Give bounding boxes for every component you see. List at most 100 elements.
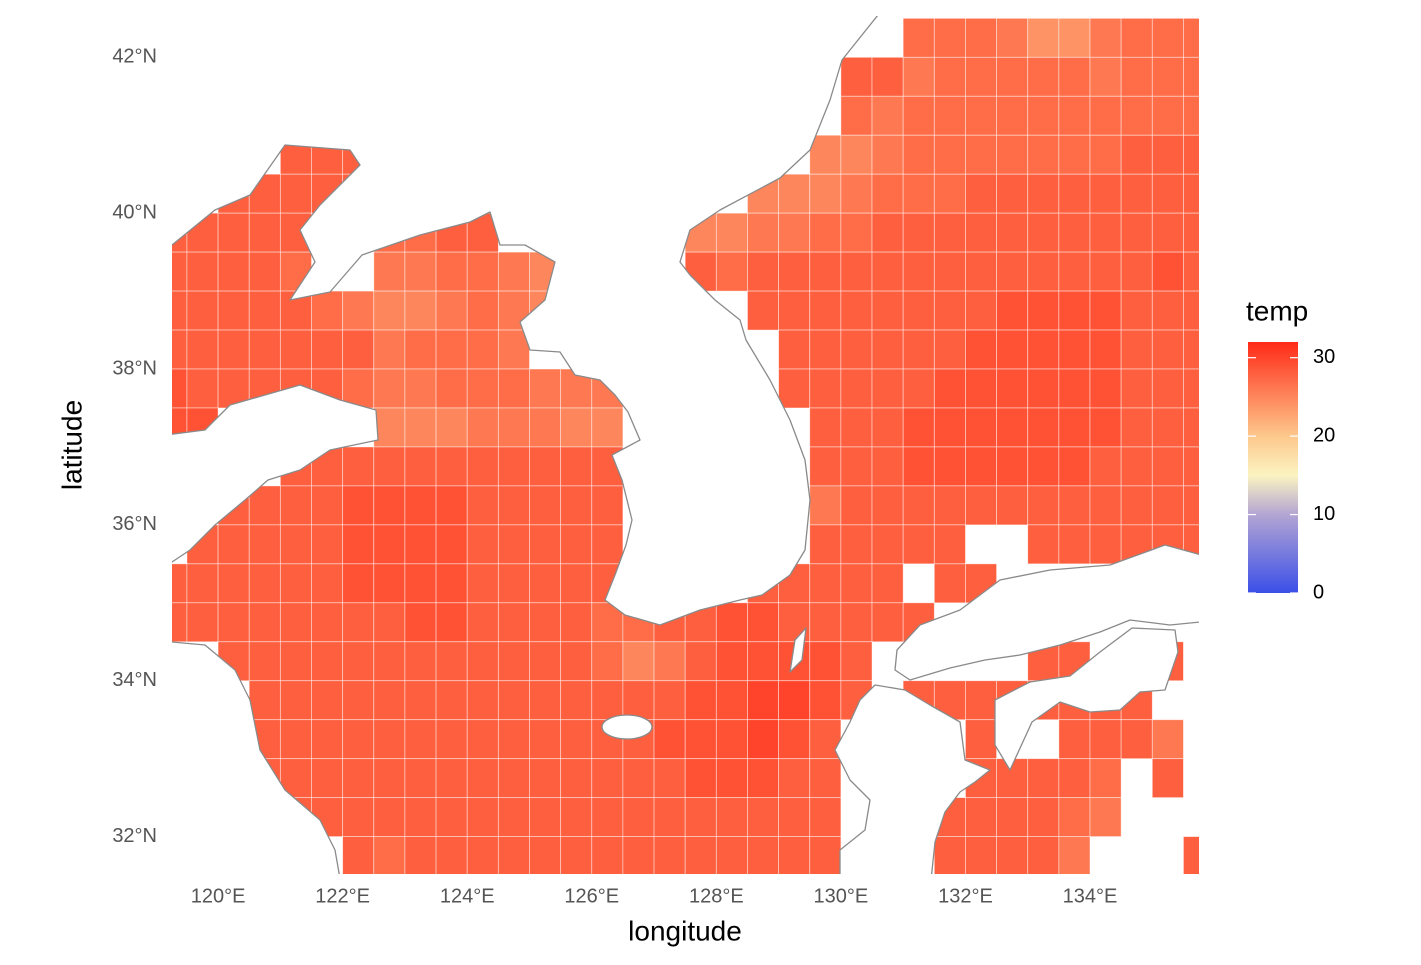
tile — [933, 563, 966, 604]
tile — [497, 602, 530, 643]
tile — [809, 797, 842, 837]
tile — [1058, 446, 1091, 487]
tile — [404, 446, 437, 487]
tile — [529, 719, 562, 760]
tile — [1089, 329, 1122, 370]
tile — [529, 485, 562, 526]
tile — [933, 485, 966, 526]
tile — [497, 446, 530, 487]
tile — [1183, 329, 1199, 370]
tile — [248, 251, 281, 292]
tile — [747, 797, 780, 837]
axes: longitude latitude temp 120°E 122°E 124°E 1… — [56, 46, 1335, 947]
tile — [373, 758, 406, 799]
tile — [279, 329, 312, 370]
tile — [933, 56, 966, 97]
tile — [1089, 95, 1122, 136]
tile — [435, 602, 468, 643]
tile — [373, 797, 406, 837]
tile — [871, 446, 904, 487]
tile — [840, 446, 873, 487]
tile — [466, 797, 499, 837]
tile — [1089, 797, 1122, 837]
tile — [404, 407, 437, 448]
tile — [560, 758, 593, 799]
tile — [1151, 719, 1184, 760]
tile — [622, 797, 655, 837]
tile — [996, 17, 1029, 58]
tile — [1089, 212, 1122, 253]
tile — [809, 836, 842, 874]
tile — [871, 524, 904, 565]
tile — [466, 563, 499, 604]
tile — [809, 563, 842, 604]
tile — [217, 329, 250, 370]
tile — [933, 212, 966, 253]
tile — [591, 485, 624, 526]
tile — [1151, 407, 1184, 448]
tile — [933, 251, 966, 292]
tile — [996, 797, 1029, 837]
tile — [1089, 56, 1122, 97]
tile — [560, 836, 593, 874]
tile — [747, 719, 780, 760]
tile — [996, 407, 1029, 448]
tile — [342, 290, 375, 331]
tile — [435, 680, 468, 721]
tile — [404, 641, 437, 682]
tile — [1058, 719, 1091, 760]
tile — [186, 251, 219, 292]
tile — [902, 212, 935, 253]
tile — [1089, 524, 1122, 565]
tile — [902, 173, 935, 214]
tile — [965, 368, 997, 409]
tile — [217, 212, 250, 253]
tile — [435, 797, 468, 837]
tile — [715, 251, 748, 292]
tile — [497, 524, 530, 565]
tile — [1027, 758, 1060, 799]
tile — [778, 368, 811, 409]
tile — [311, 758, 344, 799]
tile — [809, 524, 842, 565]
legend-tick-label: 0 — [1313, 581, 1324, 603]
tile — [684, 836, 717, 874]
tile — [715, 641, 748, 682]
tile — [435, 524, 468, 565]
tile — [529, 836, 562, 874]
tile — [1151, 329, 1184, 370]
tile — [217, 524, 250, 565]
tile — [591, 758, 624, 799]
tile — [1058, 485, 1091, 526]
tile — [778, 290, 811, 331]
tile — [1089, 485, 1122, 526]
tile — [809, 290, 842, 331]
tile — [373, 836, 406, 874]
tile — [902, 17, 935, 58]
tile — [248, 680, 281, 721]
tile — [996, 836, 1029, 874]
tile — [1089, 17, 1122, 58]
x-tick-label: 128°E — [689, 885, 744, 907]
tile — [902, 290, 935, 331]
tile — [529, 446, 562, 487]
tile — [1027, 836, 1060, 874]
tile — [809, 329, 842, 370]
tile — [373, 602, 406, 643]
tile — [747, 680, 780, 721]
tile — [466, 524, 499, 565]
tile — [560, 680, 593, 721]
tile — [809, 134, 842, 175]
tile — [186, 368, 219, 409]
tile — [373, 524, 406, 565]
tile — [1089, 368, 1122, 409]
tile — [591, 680, 624, 721]
tile — [279, 485, 312, 526]
tile — [809, 173, 842, 214]
tile — [809, 407, 842, 448]
tile — [1027, 173, 1060, 214]
x-tick-label: 130°E — [814, 885, 869, 907]
tile — [435, 290, 468, 331]
tile — [933, 134, 966, 175]
tile — [466, 446, 499, 487]
